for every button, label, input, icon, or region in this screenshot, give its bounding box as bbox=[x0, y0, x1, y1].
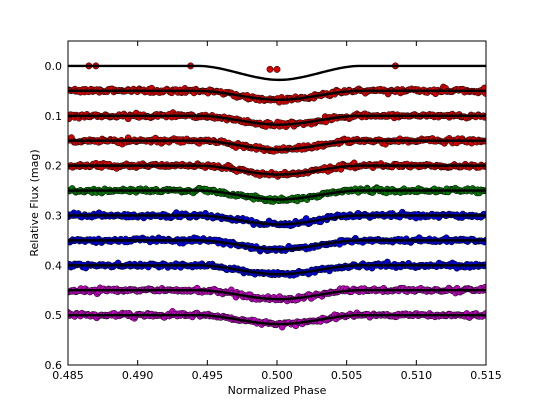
y-tick-label: 0.6 bbox=[45, 359, 63, 372]
model-curve bbox=[68, 264, 486, 276]
y-axis-label: Relative Flux (mag) bbox=[28, 149, 41, 256]
model-curve bbox=[68, 139, 486, 151]
model-curve bbox=[68, 89, 486, 102]
y-tick-label: 0.5 bbox=[45, 309, 63, 322]
model-curve bbox=[68, 189, 486, 201]
model-curve bbox=[68, 239, 486, 251]
x-tick-label: 0.500 bbox=[261, 369, 293, 382]
x-tick-label: 0.505 bbox=[331, 369, 363, 382]
y-tick-label: 0.4 bbox=[45, 259, 63, 272]
model-curve bbox=[68, 214, 486, 226]
x-axis-label: Normalized Phase bbox=[228, 384, 327, 397]
y-tick-label: 0.3 bbox=[45, 209, 63, 222]
x-tick-label: 0.510 bbox=[401, 369, 433, 382]
model-curve bbox=[68, 313, 486, 326]
model-curve bbox=[68, 64, 486, 82]
x-tick-label: 0.495 bbox=[192, 369, 224, 382]
data-point bbox=[266, 65, 274, 73]
x-tick-label: 0.485 bbox=[52, 369, 84, 382]
model-curve bbox=[68, 289, 486, 301]
model-curve-layer bbox=[68, 64, 486, 326]
x-tick-label: 0.490 bbox=[122, 369, 154, 382]
tick-layer: 0.485 0.490 0.495 0.500 0.505 0.510 0.515 0.0 0.… bbox=[45, 41, 502, 382]
model-curve bbox=[68, 114, 486, 126]
y-tick-label: 0.0 bbox=[45, 60, 63, 73]
x-tick-label: 0.515 bbox=[470, 369, 502, 382]
model-curve bbox=[68, 164, 486, 176]
y-tick-label: 0.2 bbox=[45, 160, 63, 173]
data-point bbox=[273, 65, 281, 73]
y-tick-label: 0.1 bbox=[45, 110, 63, 123]
